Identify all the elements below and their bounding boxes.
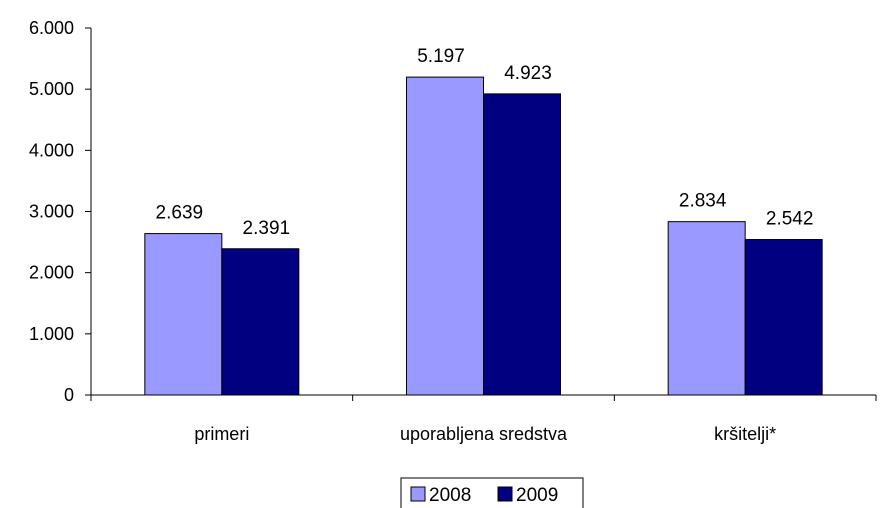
bar-2008-1: [406, 76, 484, 396]
legend-label: 2009: [516, 485, 558, 506]
bar-2009-0: [221, 248, 300, 396]
x-tick-label: primeri: [194, 424, 249, 444]
y-tick-label: 0: [64, 385, 74, 405]
data-label: 2.542: [766, 209, 814, 230]
bar-2008-2: [667, 221, 746, 396]
y-tick-label: 1.000: [29, 324, 74, 344]
legend-swatch: [410, 486, 426, 502]
data-label: 2.639: [156, 203, 204, 224]
legend-swatch: [497, 486, 513, 502]
x-tick-label: uporabljena sredstva: [400, 424, 568, 444]
y-tick-label: 6.000: [29, 18, 74, 38]
bar-2008-0: [144, 233, 223, 396]
chart-bars: [144, 76, 823, 396]
x-tick-label: kršitelji*: [714, 424, 776, 444]
y-tick-label: 2.000: [29, 263, 74, 283]
y-tick-label: 4.000: [29, 140, 74, 160]
y-tick-label: 3.000: [29, 202, 74, 222]
y-tick-label: 5.000: [29, 79, 74, 99]
data-label: 2.834: [679, 191, 727, 212]
bar-2009-1: [483, 93, 561, 396]
chart-data-labels: 2.639 2.391 5.197 4.923 2.834 2.542: [156, 46, 814, 239]
chart-legend: 2008 2009: [400, 477, 584, 508]
legend-label: 2008: [429, 485, 471, 506]
data-label: 4.923: [504, 63, 552, 84]
data-label: 5.197: [417, 46, 465, 67]
chart-axes: 0 1.000 2.000 3.000 4.000 5.000 6.000 primeri up…: [29, 18, 877, 444]
legend-box: [400, 477, 584, 508]
bar-2009-2: [744, 239, 823, 396]
data-label: 2.391: [243, 218, 291, 239]
